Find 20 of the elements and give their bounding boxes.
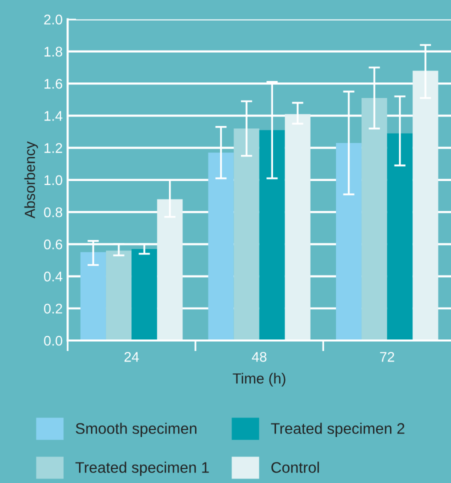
legend-label: Treated specimen 1 — [75, 462, 209, 476]
x-tick-label: 48 — [252, 352, 266, 362]
y-tick-label: 1.8 — [44, 46, 62, 57]
legend-label: Smooth specimen — [76, 422, 196, 437]
y-tick-label: 0.8 — [44, 207, 62, 218]
y-tick-label: 2.0 — [44, 14, 62, 24]
y-tick-label: 1.2 — [44, 143, 62, 153]
y-tick-label: 1.4 — [44, 111, 62, 121]
x-axis-title: Time (h) — [232, 372, 286, 386]
legend-label: Control — [271, 462, 319, 473]
x-tick-label: 72 — [380, 352, 394, 362]
y-tick-label: 0.0 — [44, 336, 62, 346]
x-tick-label: 24 — [124, 352, 139, 362]
y-tick-label: 0.6 — [44, 239, 62, 250]
y-axis-title: Absorbency — [24, 141, 38, 218]
y-tick-label: 1.6 — [44, 78, 62, 89]
y-tick-label: 1.0 — [44, 175, 62, 186]
y-tick-label: 0.4 — [44, 272, 62, 282]
legend-label: Treated specimen 2 — [270, 422, 404, 437]
y-tick-label: 0.2 — [44, 304, 62, 314]
